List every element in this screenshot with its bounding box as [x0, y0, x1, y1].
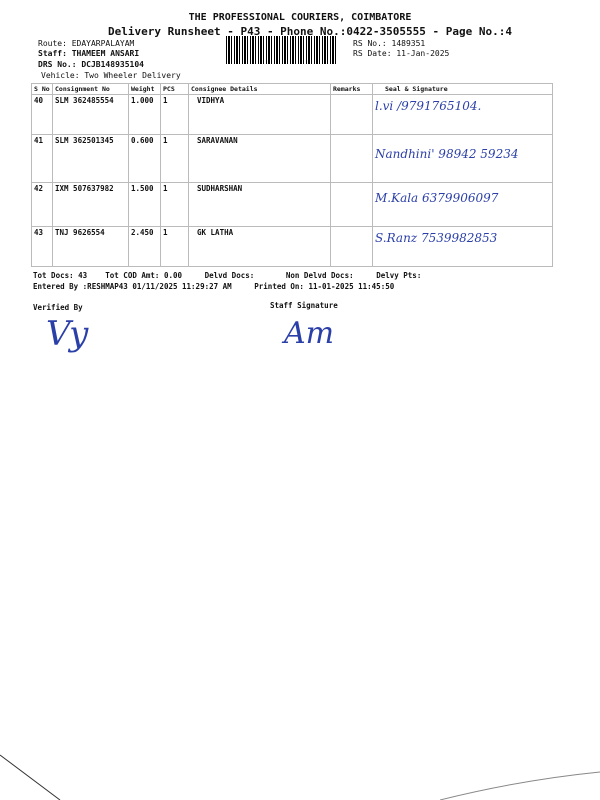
table-row: 43 TNJ 9626554 2.450 1 GK LATHA S.Ranz 7…	[31, 226, 553, 267]
drs-number: DRS No.: DCJB148935104	[38, 60, 144, 69]
consignee: GK LATHA	[188, 226, 331, 267]
non-delvd-docs: Non Delvd Docs:	[285, 271, 354, 280]
consignee: SARAVANAN	[188, 134, 331, 183]
staff-signature-label: Staff Signature	[270, 301, 338, 310]
consignment-no: SLM 362501345	[52, 134, 129, 183]
col-weight: Weight	[128, 83, 161, 95]
remarks	[330, 226, 373, 267]
delvd-docs: Delvd Docs:	[204, 271, 255, 280]
consignment-no: SLM 362485554	[52, 94, 129, 135]
consignment-no: TNJ 9626554	[52, 226, 129, 267]
col-sno: S No	[31, 83, 53, 95]
consignee: SUDHARSHAN	[188, 182, 331, 227]
pcs: 1	[160, 226, 189, 267]
pcs: 1	[160, 134, 189, 183]
route: Route: EDAYARPALAYAM	[38, 39, 135, 48]
weight: 1.500	[128, 182, 161, 227]
col-remarks: Remarks	[330, 83, 373, 95]
sno: 42	[31, 182, 53, 227]
company-title: THE PROFESSIONAL COURIERS, COIMBATORE	[188, 12, 412, 23]
weight: 1.000	[128, 94, 161, 135]
remarks	[330, 182, 373, 227]
sno: 41	[31, 134, 53, 183]
verified-by-label: Verified By	[33, 303, 83, 312]
entered-by: Entered By :RESHMAP43 01/11/2025 11:29:2…	[33, 282, 232, 291]
runsheet-body: S No Consignment No Weight PCS Consignee…	[31, 83, 571, 360]
rs-date: RS Date: 11-Jan-2025	[353, 49, 450, 58]
table-row: 40 SLM 362485554 1.000 1 VIDHYA l.vi /97…	[31, 94, 553, 135]
table-row: 42 IXM 507637982 1.500 1 SUDHARSHAN M.Ka…	[31, 182, 553, 227]
consignment-no: IXM 507637982	[52, 182, 129, 227]
signature: S.Ranz 7539982853	[372, 226, 553, 267]
signature: l.vi /9791765104.	[372, 94, 553, 135]
staff-signature: Am	[284, 316, 335, 351]
signature: M.Kala 6379906097	[372, 182, 553, 227]
signature-area: Verified By Staff Signature Vy Am	[31, 300, 571, 360]
table-row: 41 SLM 362501345 0.600 1 SARAVANAN Nandh…	[31, 134, 553, 183]
remarks	[330, 134, 373, 183]
scan-mark	[0, 754, 61, 800]
entry-line: Entered By :RESHMAP43 01/11/2025 11:29:2…	[33, 281, 571, 292]
col-pcs: PCS	[160, 83, 189, 95]
delvy-pts: Delvy Pts:	[376, 271, 422, 280]
barcode	[226, 36, 338, 64]
weight: 0.600	[128, 134, 161, 183]
col-signature: Seal & Signature	[372, 83, 553, 95]
table-header: S No Consignment No Weight PCS Consignee…	[31, 83, 553, 95]
rs-number: RS No.: 1489351	[353, 39, 426, 48]
pcs: 1	[160, 182, 189, 227]
printed-on: Printed On: 11-01-2025 11:45:50	[254, 282, 395, 291]
verifier-signature: Vy	[46, 314, 89, 354]
tot-cod: Tot COD Amt: 0.00	[105, 271, 183, 280]
weight: 2.450	[128, 226, 161, 267]
consignee: VIDHYA	[188, 94, 331, 135]
sno: 40	[31, 94, 53, 135]
scan-mark	[440, 771, 600, 800]
col-consignment: Consignment No	[52, 83, 129, 95]
remarks	[330, 94, 373, 135]
staff: Staff: THAMEEM ANSARI	[38, 49, 140, 58]
tot-docs: Tot Docs: 43	[33, 271, 88, 280]
signature: Nandhini' 98942 59234	[372, 134, 553, 183]
runsheet-subtitle: Delivery Runsheet - P43 - Phone No.:0422…	[108, 25, 512, 38]
col-consignee: Consignee Details	[188, 83, 331, 95]
vehicle: Vehicle: Two Wheeler Delivery	[41, 71, 181, 80]
sno: 43	[31, 226, 53, 267]
runsheet-table: S No Consignment No Weight PCS Consignee…	[31, 83, 553, 267]
totals-line: Tot Docs: 43 Tot COD Amt: 0.00 Delvd Doc…	[33, 270, 571, 281]
pcs: 1	[160, 94, 189, 135]
